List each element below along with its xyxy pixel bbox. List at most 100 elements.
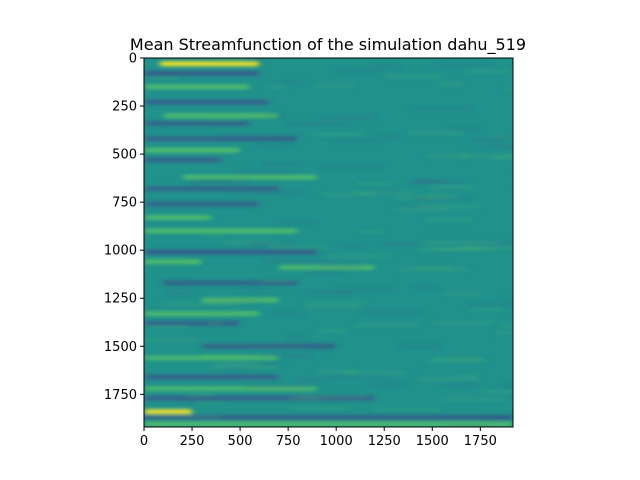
x-tick-label: 250: [180, 434, 205, 449]
texture-streak: [317, 265, 360, 269]
texture-streak: [466, 303, 513, 307]
heatmap-band: [144, 374, 279, 380]
texture-streak: [444, 292, 481, 296]
heatmap-band: [144, 120, 250, 126]
y-tick-label: 250: [112, 100, 137, 115]
texture-streak: [377, 135, 395, 139]
texture-streak: [205, 118, 243, 122]
texture-streak: [439, 397, 508, 401]
texture-streak: [433, 321, 493, 325]
heatmap-band: [144, 84, 250, 90]
texture-streak: [463, 69, 510, 73]
texture-streak: [481, 145, 513, 149]
texture-streak: [319, 164, 382, 168]
heatmap-band: [144, 70, 260, 76]
texture-streak: [392, 207, 448, 211]
texture-streak: [206, 321, 224, 325]
texture-streak: [186, 393, 214, 397]
x-tick-label: 0: [140, 434, 148, 449]
texture-streak: [500, 298, 513, 302]
texture-streak: [339, 243, 366, 247]
texture-streak: [310, 133, 363, 137]
heatmap-band: [144, 215, 212, 221]
texture-streak: [180, 399, 201, 403]
texture-streak: [395, 196, 442, 200]
y-tick-label: 0: [129, 52, 137, 67]
texture-streak: [425, 241, 499, 245]
heatmap-band: [144, 409, 193, 415]
texture-streak: [152, 76, 180, 80]
texture-streak: [448, 127, 479, 131]
texture-streak: [242, 288, 262, 292]
texture-streak: [335, 68, 385, 72]
texture-streak: [358, 229, 384, 233]
texture-streak: [371, 190, 403, 194]
x-tick-label: 750: [276, 434, 301, 449]
texture-streak: [230, 190, 301, 194]
texture-streak: [510, 192, 513, 196]
texture-streak: [252, 362, 285, 366]
texture-streak: [277, 220, 315, 224]
heatmap-band: [159, 61, 260, 67]
texture-streak: [327, 254, 390, 258]
texture-streak: [430, 185, 474, 189]
texture-streak: [306, 344, 331, 348]
texture-streak: [167, 291, 197, 295]
texture-streak: [398, 344, 440, 348]
heatmap-band: [144, 186, 279, 192]
heatmap-band: [144, 311, 260, 317]
y-tick-label: 1250: [104, 292, 137, 307]
texture-streak: [418, 205, 483, 209]
texture-streak: [500, 384, 513, 388]
texture-streak: [512, 88, 513, 91]
heatmap-band: [182, 174, 317, 180]
texture-streak: [470, 138, 505, 142]
heatmap-band: [144, 320, 241, 326]
texture-streak: [504, 88, 513, 92]
texture-streak: [482, 389, 513, 393]
texture-streak: [214, 362, 260, 366]
heatmap-band: [144, 421, 513, 427]
texture-streak: [407, 131, 464, 135]
texture-streak: [505, 153, 513, 157]
texture-streak: [264, 85, 286, 89]
texture-streak: [288, 336, 305, 340]
y-axis: 0 250 500 750 1000 1250 1500 1750: [104, 52, 144, 403]
texture-streak: [356, 181, 393, 185]
y-tick-label: 1500: [104, 340, 137, 355]
texture-streak: [188, 180, 231, 184]
texture-streak: [418, 377, 479, 381]
texture-streak: [438, 82, 465, 86]
texture-streak: [356, 323, 421, 327]
y-tick-label: 500: [112, 148, 137, 163]
texture-streak: [246, 242, 272, 246]
texture-streak: [494, 135, 513, 139]
texture-streak: [469, 308, 503, 312]
texture-streak: [369, 383, 405, 387]
texture-streak: [440, 383, 476, 387]
heatmap-band: [144, 414, 513, 420]
x-tick-label: 1000: [320, 434, 353, 449]
texture-streak: [319, 115, 378, 119]
x-tick-label: 1750: [464, 434, 497, 449]
texture-streak: [304, 305, 360, 309]
heatmap-band: [144, 147, 241, 153]
texture-streak: [424, 217, 473, 221]
texture-streak: [314, 84, 355, 88]
texture-streak: [332, 139, 381, 143]
texture-streak: [414, 285, 436, 289]
texture-streak: [233, 170, 291, 174]
texture-streak: [414, 266, 453, 270]
texture-streak: [501, 324, 513, 328]
heatmap-texture: [144, 58, 513, 427]
texture-streak: [160, 302, 234, 306]
texture-streak: [323, 192, 377, 196]
chart-title: Mean Streamfunction of the simulation da…: [130, 35, 526, 55]
texture-streak: [460, 154, 513, 158]
heatmap-band: [144, 99, 269, 105]
texture-streak: [332, 289, 396, 293]
x-tick-label: 1500: [416, 434, 449, 449]
heatmap-band: [144, 157, 221, 163]
texture-streak: [220, 367, 252, 371]
texture-streak: [316, 370, 360, 374]
